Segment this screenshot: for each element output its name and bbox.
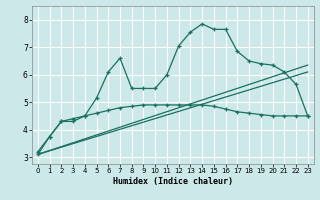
X-axis label: Humidex (Indice chaleur): Humidex (Indice chaleur): [113, 177, 233, 186]
